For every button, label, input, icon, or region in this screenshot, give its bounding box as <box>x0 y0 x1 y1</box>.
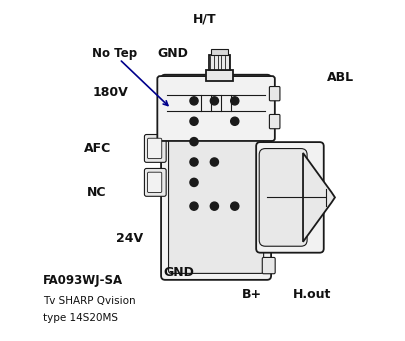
FancyBboxPatch shape <box>256 142 324 253</box>
Text: NC: NC <box>87 186 107 199</box>
FancyBboxPatch shape <box>259 149 307 246</box>
Circle shape <box>190 202 198 210</box>
Circle shape <box>190 137 198 146</box>
FancyBboxPatch shape <box>145 168 166 196</box>
FancyBboxPatch shape <box>157 76 275 141</box>
Bar <box>206 70 233 80</box>
Text: H.out: H.out <box>292 288 331 301</box>
FancyBboxPatch shape <box>147 138 162 159</box>
Circle shape <box>231 97 239 105</box>
Polygon shape <box>303 153 335 242</box>
FancyBboxPatch shape <box>262 257 275 274</box>
Circle shape <box>210 97 218 105</box>
Text: 24V: 24V <box>116 232 143 245</box>
Text: GND: GND <box>164 266 194 279</box>
Circle shape <box>231 202 239 210</box>
Circle shape <box>190 117 198 125</box>
Circle shape <box>231 117 239 125</box>
Circle shape <box>210 158 218 166</box>
Text: type 14S20MS: type 14S20MS <box>43 313 118 323</box>
Circle shape <box>190 178 198 187</box>
Text: ABL: ABL <box>326 71 354 84</box>
FancyBboxPatch shape <box>147 172 162 193</box>
Text: No Tep: No Tep <box>92 47 137 60</box>
FancyBboxPatch shape <box>161 75 271 280</box>
FancyBboxPatch shape <box>269 87 280 101</box>
Bar <box>211 49 228 55</box>
Text: AFC: AFC <box>84 142 111 155</box>
Circle shape <box>190 97 198 105</box>
Text: FA093WJ-SA: FA093WJ-SA <box>43 275 123 287</box>
Text: H/T: H/T <box>192 13 216 26</box>
Text: 180V: 180V <box>92 86 128 99</box>
FancyBboxPatch shape <box>269 115 280 129</box>
Text: Tv SHARP Qvision: Tv SHARP Qvision <box>43 296 136 306</box>
Circle shape <box>210 202 218 210</box>
Text: B+: B+ <box>241 288 262 301</box>
Circle shape <box>190 158 198 166</box>
FancyBboxPatch shape <box>145 134 166 162</box>
FancyBboxPatch shape <box>168 134 264 273</box>
Text: GND: GND <box>158 47 189 60</box>
Bar <box>209 55 230 70</box>
